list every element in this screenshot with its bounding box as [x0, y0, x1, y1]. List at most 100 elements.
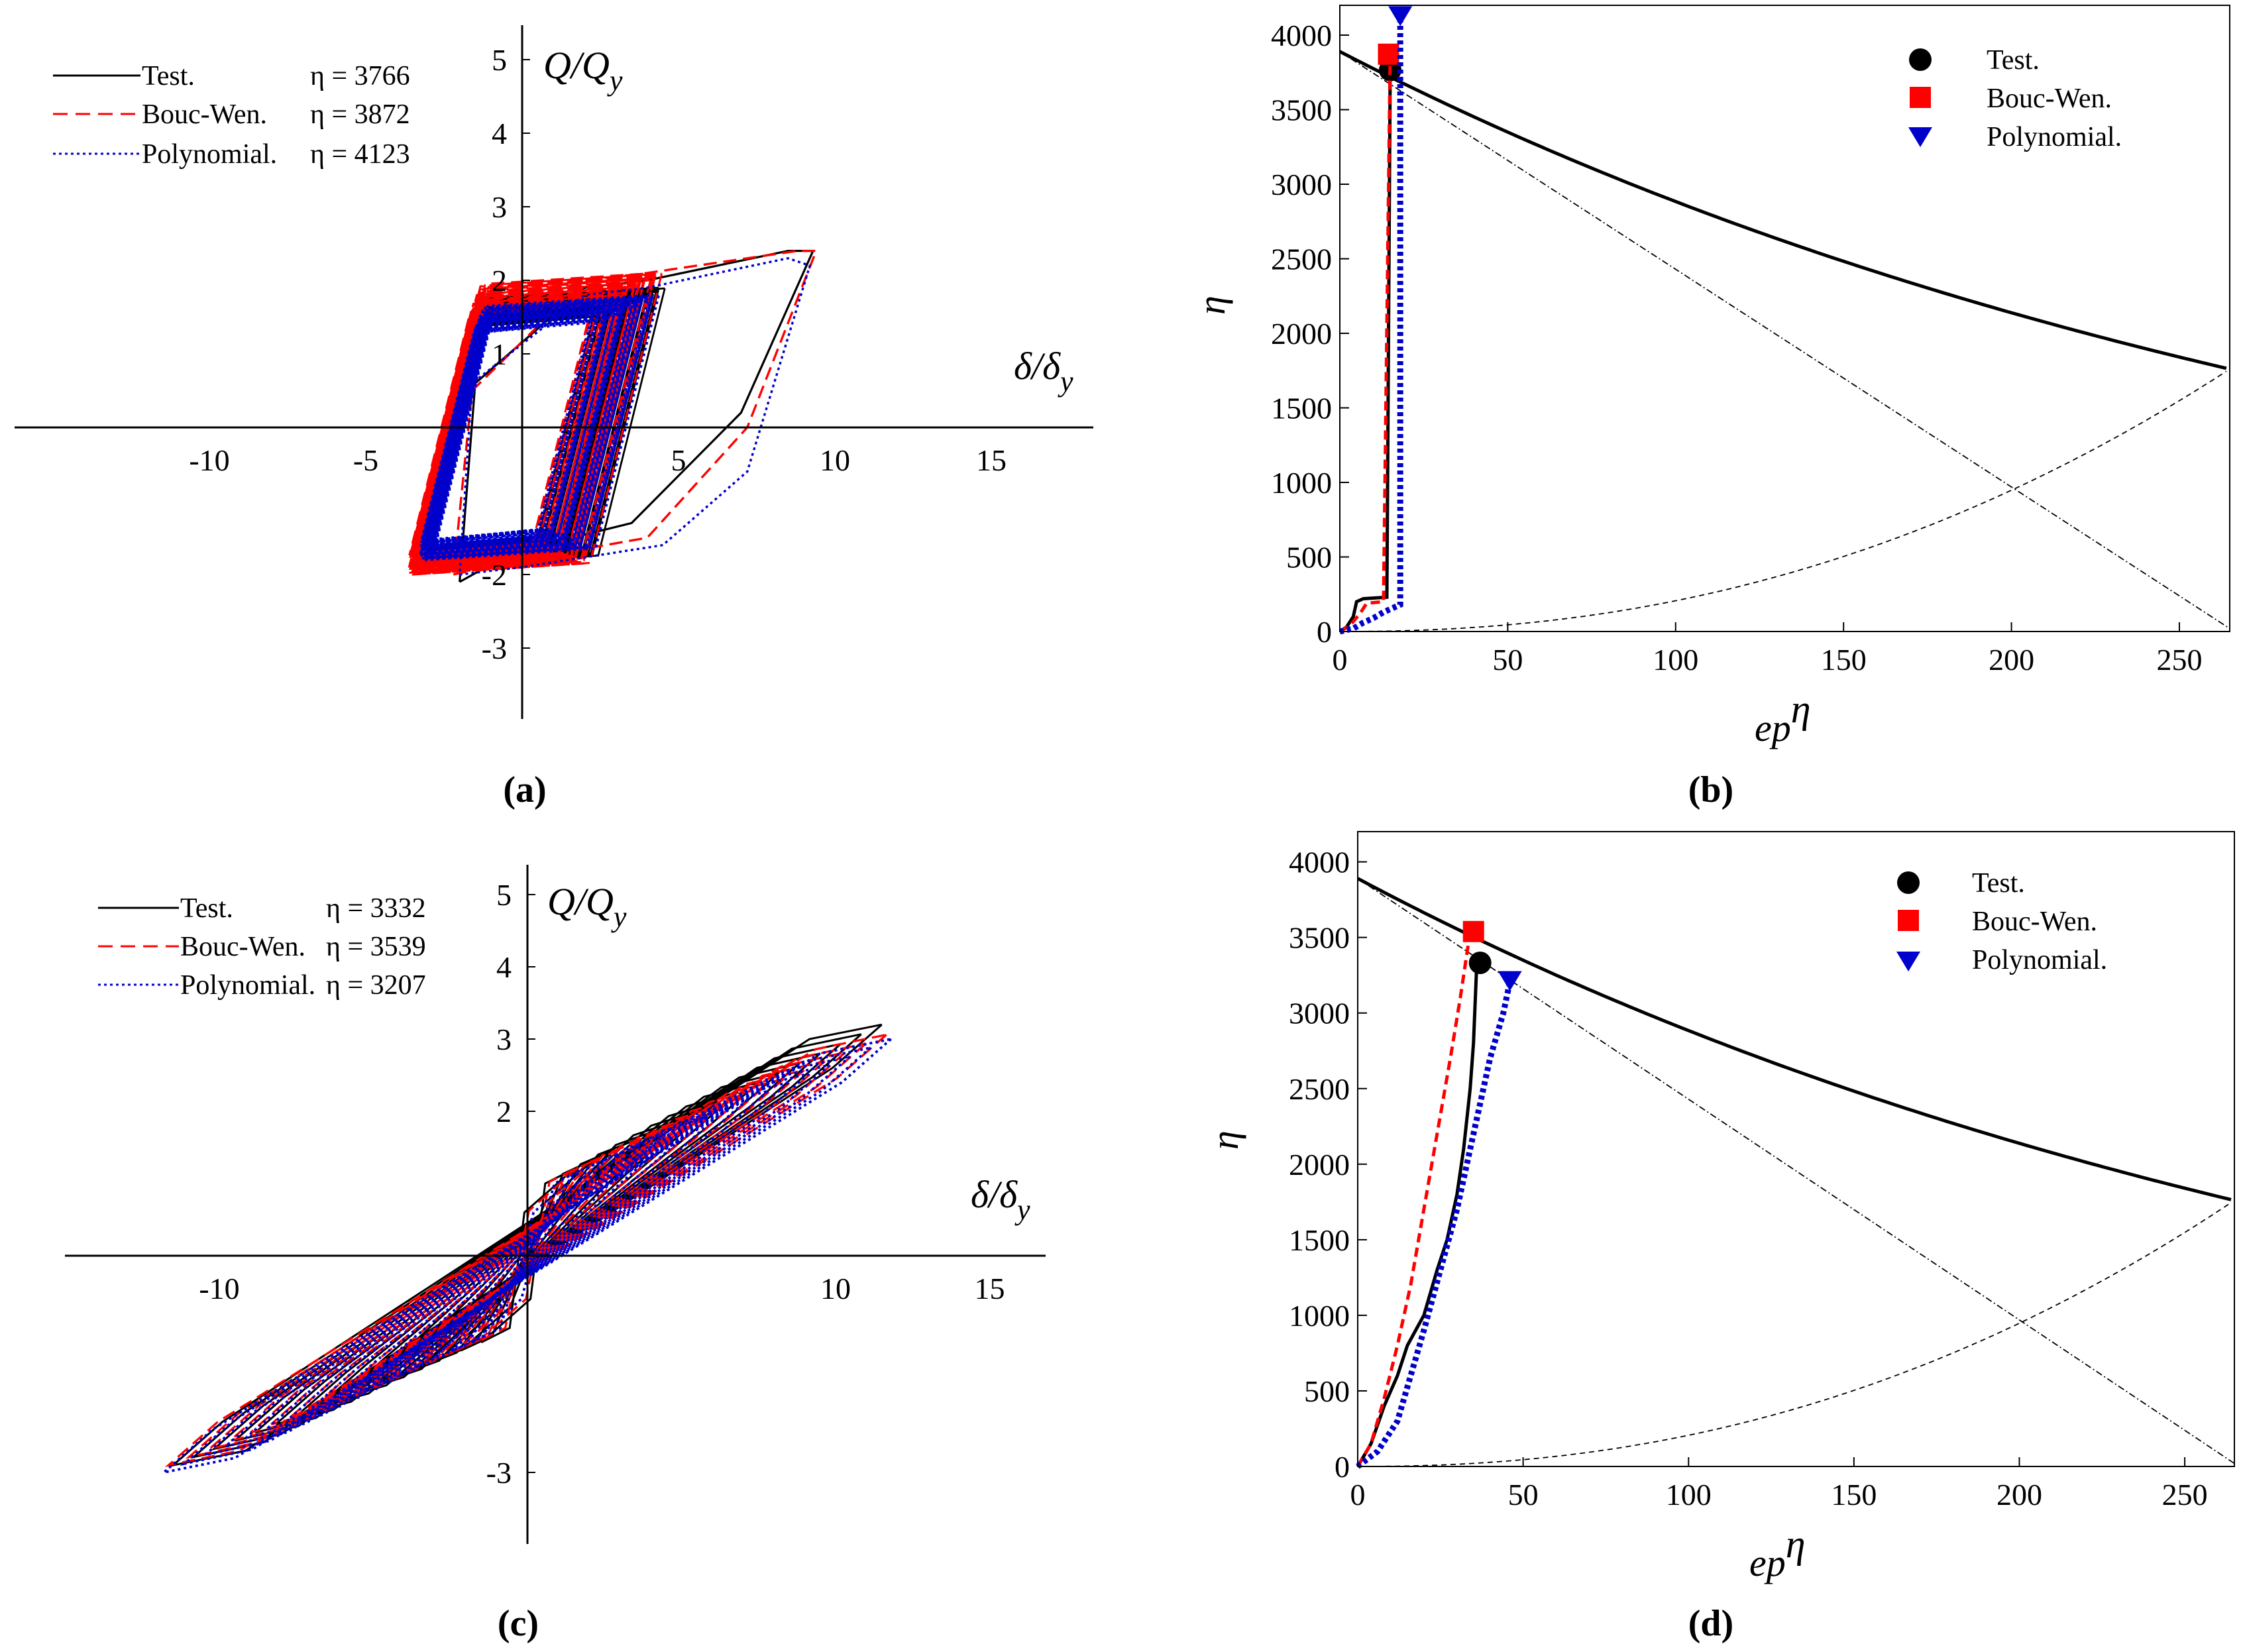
- loop-poly-c: [180, 1046, 871, 1466]
- legend-name-bouc-a: Bouc-Wen.: [142, 99, 267, 130]
- loop-poly-a: [425, 303, 634, 554]
- legend-name-bouc-c: Bouc-Wen.: [180, 932, 305, 962]
- legend-marker-test-b: [1909, 48, 1932, 71]
- legend-marker-poly-d: [1896, 952, 1920, 971]
- outer-loop-bouc-a: [452, 249, 818, 576]
- lower-curve-b: [1340, 370, 2227, 632]
- loop-poly-a: [430, 304, 624, 553]
- x-tick-label-d: 250: [2162, 1478, 2208, 1512]
- legend-marker-bouc-b: [1910, 87, 1931, 108]
- y-tick-label-b: 500: [1286, 541, 1332, 575]
- y-tick-label-d: 3500: [1289, 921, 1350, 955]
- loop-poly-c: [159, 1038, 892, 1475]
- xlabel-c: δ/δy: [971, 1173, 1030, 1226]
- loop-bouc-c: [311, 1095, 743, 1409]
- panel-c: -10 10 15 -3 2 3 4 5 Q/Qy δ/δy Test. η = 3332 B…: [65, 865, 1046, 1644]
- y-tick-label-b: 2500: [1271, 243, 1332, 276]
- legend-eta-bouc-a: η = 3872: [310, 99, 410, 130]
- series-polynomial-a: [419, 256, 812, 576]
- legend-name-bouc-d: Bouc-Wen.: [1972, 907, 2097, 937]
- loop-poly-a: [430, 302, 643, 555]
- loop-poly-a: [423, 294, 654, 561]
- legend-d: Test. Bouc-Wen. Polynomial.: [1896, 868, 2107, 975]
- subplot-label-c: (c): [498, 1603, 539, 1644]
- loop-poly-c: [327, 1107, 728, 1405]
- legend-name-poly-d: Polynomial.: [1972, 945, 2107, 975]
- legend-marker-poly-b: [1908, 127, 1932, 147]
- legend-b: Test. Bouc-Wen. Polynomial.: [1908, 45, 2122, 152]
- damage-curve-bouc-b: [1339, 54, 1392, 633]
- y-tick-label-b: 1000: [1271, 466, 1332, 500]
- y-tick-label-b: 3000: [1271, 168, 1332, 201]
- y-tick-label-a: 4: [492, 117, 507, 150]
- failure-marker-poly-d: [1498, 971, 1522, 991]
- loop-test-c: [210, 1042, 842, 1451]
- legend-marker-test-d: [1897, 871, 1920, 894]
- envelope-curve-b: [1339, 50, 2227, 370]
- loop-poly-a: [419, 305, 625, 553]
- loop-poly-c: [286, 1089, 769, 1422]
- legend-a: Test. η = 3766 Bouc-Wen. η = 3872 Polyno…: [53, 61, 410, 170]
- legend-name-test-d: Test.: [1972, 868, 2025, 899]
- plot-frame-d: [1357, 831, 2235, 1467]
- x-tick-label-a: 5: [671, 443, 686, 477]
- series-polynomial-c: [159, 1038, 892, 1475]
- legend-c: Test. η = 3332 Bouc-Wen. η = 3539 Polyno…: [98, 893, 426, 1001]
- plot-frame-b: [1339, 5, 2230, 632]
- loop-bouc-a: [413, 273, 647, 575]
- y-tick-label-b: 1500: [1271, 392, 1332, 425]
- y-tick-label-c: 2: [496, 1095, 512, 1129]
- failure-marker-poly-b: [1388, 6, 1413, 27]
- x-tick-label-a: -5: [353, 443, 378, 477]
- y-tick-label-d: 1500: [1289, 1223, 1350, 1257]
- y-tick-label-d: 2000: [1289, 1148, 1350, 1182]
- failure-marker-bouc-d: [1462, 920, 1484, 942]
- x-tick-label-b: 150: [1821, 643, 1867, 677]
- loop-poly-c: [225, 1064, 830, 1448]
- y-tick-label-c: 5: [496, 878, 512, 912]
- x-tick-label-d: 0: [1350, 1478, 1366, 1512]
- damage-curve-bouc-d: [1356, 931, 1472, 1468]
- y-tick-label-b: 4000: [1271, 19, 1332, 52]
- loop-bouc-c: [229, 1060, 826, 1442]
- failure-marker-test-d: [1468, 951, 1492, 974]
- loop-poly-a: [419, 313, 607, 547]
- loop-bouc-a: [419, 281, 645, 569]
- legend-name-poly-b: Polynomial.: [1987, 122, 2122, 152]
- panel-b: 0 50 100 150 200 2500500100015002000250030003…: [1190, 5, 2230, 810]
- loop-poly-a: [430, 319, 592, 542]
- xlabel-a: δ/δy: [1014, 345, 1073, 398]
- y-tick-label-a: -3: [482, 632, 507, 665]
- legend-name-test-a: Test.: [142, 61, 195, 91]
- ylabel-a: Q/Qy: [543, 44, 623, 97]
- legend-name-test-b: Test.: [1987, 45, 2040, 76]
- y-tick-label-d: 4000: [1289, 846, 1350, 879]
- x-tick-label-d: 200: [1996, 1478, 2042, 1512]
- failure-marker-bouc-b: [1378, 43, 1399, 65]
- y-tick-label-d: 3000: [1289, 997, 1350, 1030]
- loop-bouc-c: [185, 1042, 867, 1459]
- y-tick-label-b: 0: [1317, 615, 1332, 649]
- x-tick-label-b: 0: [1333, 643, 1348, 677]
- loop-poly-c: [204, 1055, 851, 1457]
- loop-poly-c: [266, 1081, 789, 1431]
- legend-eta-poly-a: η = 4123: [310, 139, 410, 170]
- x-tick-label-c: -10: [199, 1272, 239, 1305]
- x-tick-label-a: 10: [820, 443, 850, 477]
- ylabel-d: η: [1203, 1130, 1246, 1150]
- loop-poly-a: [429, 307, 632, 551]
- loop-poly-c: [307, 1098, 748, 1413]
- y-tick-label-a: 5: [492, 43, 507, 77]
- y-tick-label-c: 4: [496, 950, 512, 984]
- loop-bouc-c: [476, 1166, 579, 1344]
- outer-loop-poly-a: [458, 256, 812, 576]
- legend-name-test-c: Test.: [180, 893, 233, 924]
- loop-bouc-a: [411, 276, 655, 573]
- x-tick-label-d: 150: [1831, 1478, 1877, 1512]
- y-tick-label-b: 2000: [1271, 317, 1332, 351]
- y-tick-label-c: -3: [486, 1456, 512, 1490]
- legend-eta-bouc-c: η = 3539: [326, 932, 426, 962]
- loop-bouc-c: [164, 1033, 887, 1467]
- subplot-label-b: (b): [1688, 769, 1733, 810]
